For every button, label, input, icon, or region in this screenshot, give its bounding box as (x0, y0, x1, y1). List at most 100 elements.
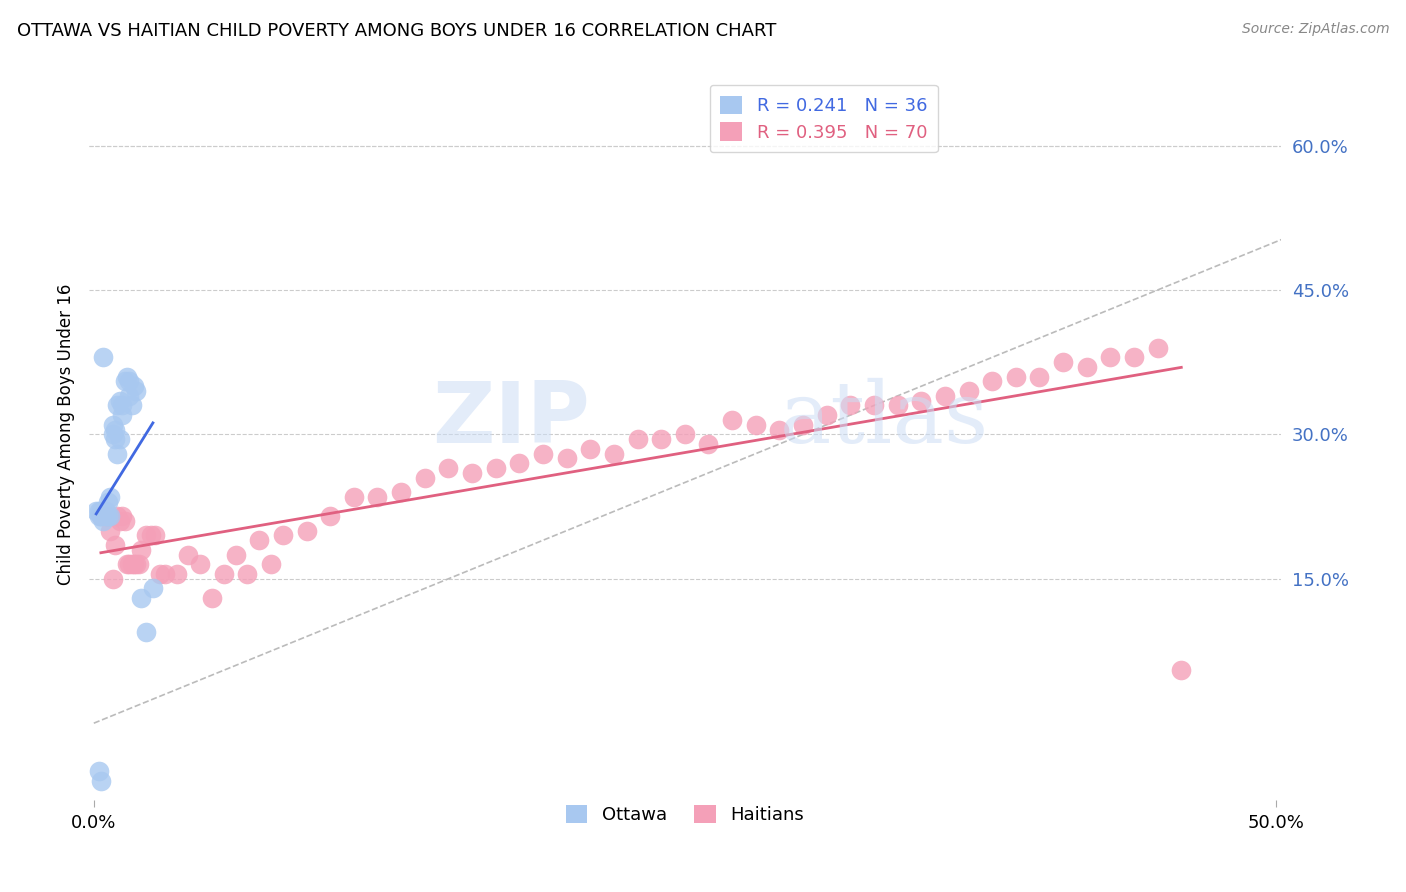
Point (366, 490, 388, 504)
Point (129, 591, 152, 605)
Point (97, 495, 120, 509)
Point (91, 504, 114, 518)
Point (139, 528, 162, 542)
Point (118, 558, 141, 572)
Point (87, 509, 110, 524)
Point (981, 375, 1004, 389)
Point (122, 379, 145, 393)
Point (579, 442, 602, 456)
Text: ZIP: ZIP (432, 378, 589, 461)
Point (934, 389, 956, 403)
Point (863, 399, 886, 413)
Point (121, 558, 143, 572)
Point (768, 423, 790, 437)
Point (188, 558, 211, 572)
Point (125, 558, 148, 572)
Point (745, 417, 768, 432)
Point (87, 504, 110, 518)
Point (142, 582, 165, 596)
Point (153, 566, 176, 581)
Point (94, 509, 117, 524)
Point (108, 514, 131, 528)
Point (1170, 663, 1192, 677)
Point (247, 533, 270, 548)
Point (1099, 351, 1122, 365)
Point (225, 548, 247, 562)
Point (603, 447, 626, 461)
Point (1052, 355, 1074, 369)
Point (650, 432, 672, 446)
Point (135, 624, 157, 639)
Point (115, 558, 138, 572)
Point (107, 509, 129, 524)
Point (143, 528, 166, 542)
Point (107, 399, 129, 413)
Point (90, 509, 112, 524)
Point (1123, 351, 1146, 365)
Point (792, 417, 814, 432)
Point (94, 509, 117, 524)
Point (107, 447, 129, 461)
Point (461, 466, 484, 480)
Point (108, 393, 131, 408)
Point (910, 393, 932, 408)
Point (485, 461, 508, 475)
Point (98, 524, 121, 538)
Point (201, 591, 224, 605)
Point (413, 471, 436, 485)
Point (815, 408, 838, 422)
Point (531, 447, 554, 461)
Point (721, 413, 744, 427)
Text: atlas: atlas (780, 378, 990, 461)
Point (101, 572, 124, 586)
Point (84, 504, 107, 518)
Point (108, 432, 131, 446)
Point (90, 509, 112, 524)
Point (101, 417, 124, 432)
Point (135, 528, 157, 542)
Point (295, 524, 318, 538)
Point (104, 432, 127, 446)
Point (1004, 369, 1026, 384)
Point (97, 509, 120, 524)
Point (697, 437, 720, 451)
Point (626, 432, 648, 446)
Point (1076, 359, 1098, 374)
Point (177, 548, 200, 562)
Text: Source: ZipAtlas.com: Source: ZipAtlas.com (1241, 22, 1389, 37)
Point (121, 399, 143, 413)
Point (319, 509, 342, 524)
Point (87, 764, 110, 779)
Point (118, 389, 141, 403)
Point (212, 566, 235, 581)
Point (97, 509, 120, 524)
Y-axis label: Child Poverty Among Boys Under 16: Child Poverty Among Boys Under 16 (58, 284, 75, 585)
Point (118, 375, 141, 389)
Point (271, 528, 294, 542)
Point (91, 351, 114, 365)
Point (114, 514, 136, 528)
Point (1146, 341, 1168, 355)
Text: OTTAWA VS HAITIAN CHILD POVERTY AMONG BOYS UNDER 16 CORRELATION CHART: OTTAWA VS HAITIAN CHILD POVERTY AMONG BO… (17, 22, 776, 40)
Point (886, 399, 908, 413)
Point (389, 485, 412, 500)
Point (508, 456, 530, 470)
Point (104, 538, 127, 552)
Point (98, 509, 121, 524)
Point (957, 384, 980, 398)
Point (101, 427, 124, 442)
Point (260, 558, 283, 572)
Point (111, 408, 134, 422)
Point (115, 369, 138, 384)
Point (98, 490, 121, 504)
Point (555, 451, 578, 466)
Legend: Ottawa, Haitians: Ottawa, Haitians (555, 794, 814, 835)
Point (94, 504, 117, 518)
Point (236, 566, 259, 581)
Point (129, 542, 152, 557)
Point (90, 774, 112, 789)
Point (437, 461, 460, 475)
Point (1028, 369, 1050, 384)
Point (111, 509, 134, 524)
Point (111, 399, 134, 413)
